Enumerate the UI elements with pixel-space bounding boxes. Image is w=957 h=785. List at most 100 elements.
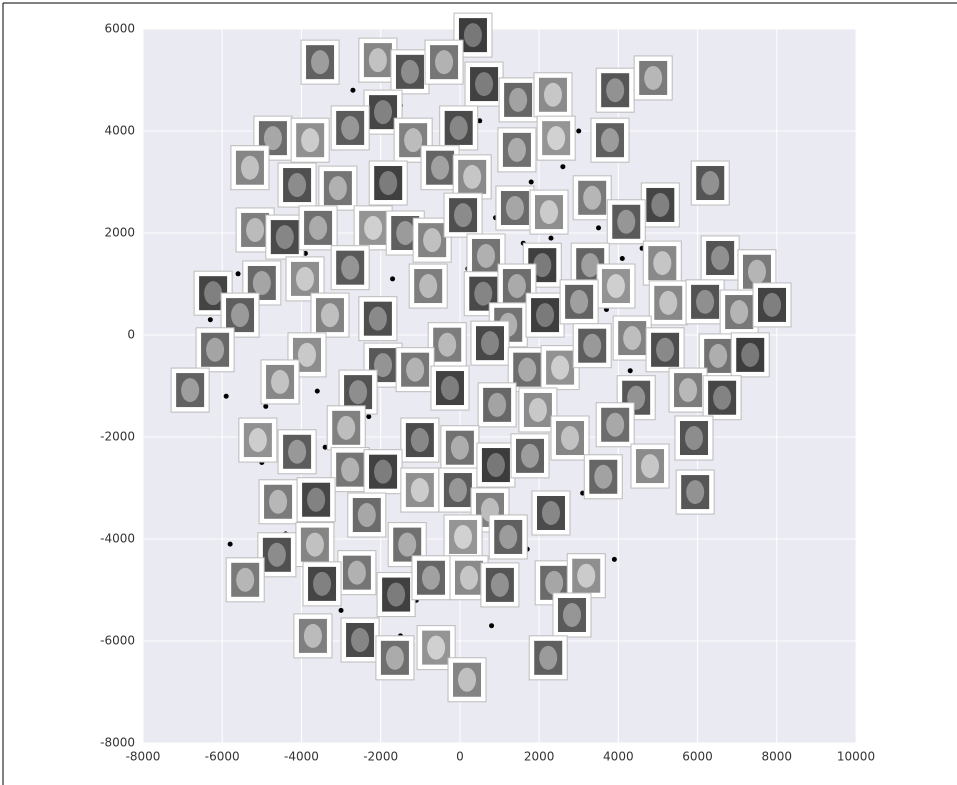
y-tick-label: 2000: [104, 226, 135, 240]
face-thumbnail: [330, 105, 370, 151]
face-highlight: [684, 426, 703, 451]
face-highlight: [477, 243, 496, 268]
face-highlight: [341, 115, 360, 140]
face-thumbnail: [752, 282, 792, 328]
face-thumbnail: [170, 367, 210, 413]
face-thumbnail: [552, 592, 592, 638]
face-highlight: [659, 290, 678, 315]
face-highlight: [709, 343, 728, 368]
face-highlight: [206, 337, 225, 362]
face-highlight: [454, 524, 473, 549]
face-thumbnail: [583, 454, 623, 500]
face-thumbnail: [376, 572, 416, 618]
face-highlight: [518, 357, 537, 382]
face-thumbnail: [430, 365, 470, 411]
face-highlight: [562, 602, 581, 627]
face-thumbnail: [358, 296, 398, 342]
face-highlight: [296, 266, 315, 291]
face-highlight: [651, 192, 670, 217]
face-thumbnail: [719, 289, 759, 335]
face-highlight: [435, 50, 454, 75]
face-highlight: [423, 228, 442, 253]
point: [489, 623, 495, 629]
face-highlight: [387, 582, 406, 607]
face-thumbnail: [330, 245, 370, 291]
point: [338, 607, 344, 613]
point: [477, 118, 483, 124]
face-highlight: [450, 435, 469, 460]
face-thumbnail: [675, 469, 715, 515]
face-highlight: [320, 303, 339, 328]
face-thumbnail: [595, 402, 635, 448]
face-highlight: [449, 115, 468, 140]
face-thumbnail: [648, 280, 688, 326]
face-thumbnail: [230, 145, 270, 191]
face-thumbnail: [439, 105, 479, 151]
x-tick-label: -8000: [126, 750, 161, 764]
face-highlight: [459, 565, 478, 590]
face-thumbnail: [258, 479, 298, 525]
face-highlight: [400, 59, 419, 84]
face-highlight: [606, 78, 625, 103]
face-thumbnail: [338, 369, 378, 415]
face-thumbnail: [464, 61, 504, 107]
face-thumbnail: [640, 182, 680, 228]
face-thumbnail: [596, 263, 636, 309]
face-thumbnail: [470, 320, 510, 366]
face-highlight: [543, 82, 562, 107]
face-thumbnail: [633, 55, 673, 101]
face-highlight: [713, 385, 732, 410]
point: [227, 541, 233, 547]
face-highlight: [533, 253, 552, 278]
face-highlight: [347, 560, 366, 585]
face-thumbnail: [298, 205, 338, 251]
face-thumbnail: [452, 154, 492, 200]
face-highlight: [341, 255, 360, 280]
y-tick-label: -6000: [100, 634, 135, 648]
face-thumbnail: [400, 467, 440, 513]
point: [576, 128, 582, 134]
face-highlight: [357, 503, 376, 528]
point: [263, 403, 269, 409]
face-highlight: [246, 217, 265, 242]
face-highlight: [440, 376, 459, 401]
face-highlight: [341, 457, 360, 482]
face-highlight: [351, 627, 370, 652]
face-highlight: [275, 225, 294, 250]
face-highlight: [374, 459, 393, 484]
face-thumbnail: [477, 382, 517, 428]
face-thumbnail: [700, 235, 740, 281]
face-thumbnail: [518, 387, 558, 433]
face-highlight: [583, 185, 602, 210]
face-highlight: [656, 337, 675, 362]
face-highlight: [679, 378, 698, 403]
face-highlight: [410, 478, 429, 503]
face-highlight: [301, 128, 320, 153]
face-highlight: [741, 342, 760, 367]
face-highlight: [271, 369, 290, 394]
face-thumbnail: [488, 514, 528, 560]
face-thumbnail: [265, 214, 305, 260]
face-thumbnail: [363, 89, 403, 135]
face-thumbnail: [326, 405, 366, 451]
face-highlight: [507, 274, 526, 299]
face-thumbnail: [453, 12, 493, 58]
face-highlight: [313, 571, 332, 596]
face-thumbnail: [495, 185, 535, 231]
face-highlight: [368, 306, 387, 331]
face-thumbnail: [685, 279, 725, 325]
point: [611, 556, 617, 562]
face-highlight: [297, 342, 316, 367]
face-thumbnail: [260, 359, 300, 405]
face-thumbnail: [533, 72, 573, 118]
face-thumbnail: [443, 514, 483, 560]
face-highlight: [606, 412, 625, 437]
face-highlight: [488, 392, 507, 417]
point: [627, 368, 633, 374]
y-tick-label: -4000: [100, 532, 135, 546]
face-thumbnail: [411, 555, 451, 601]
face-highlight: [421, 565, 440, 590]
face-highlight: [240, 155, 259, 180]
